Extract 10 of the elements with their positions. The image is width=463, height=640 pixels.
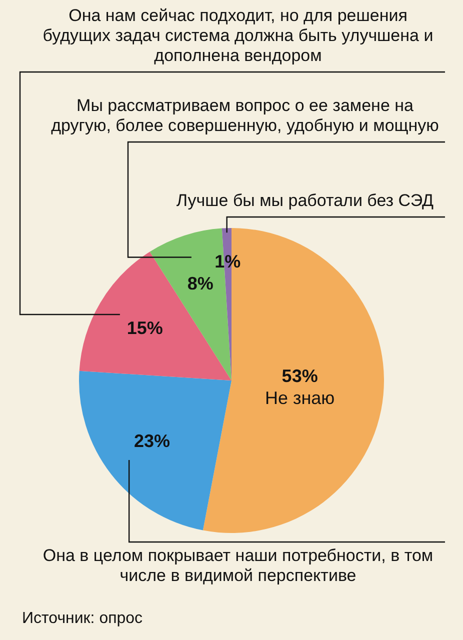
data-label: 23% [134,431,170,452]
slice-label: Лучше бы мы работали без СЭД [176,191,434,210]
slice-label: Не знаю [264,388,335,408]
slice-label: Она в целом покрывает наши потребности, в том числе в видимой перспективе [42,546,434,586]
data-label: 15% [126,318,163,338]
text: Источник: опрос [22,610,143,628]
data-label: 53% [282,366,318,386]
data-label: 8% [187,274,214,294]
slice-label: Она нам сейчас подходит, но для решения будущих задач система должна быть улучшена и дополнена вендором [42,6,434,66]
slice-label: Мы рассматриваем вопрос о ее замене на другую, более совершенную, удобную и мощную [51,96,440,136]
